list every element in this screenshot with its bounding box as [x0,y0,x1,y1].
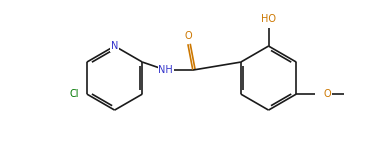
Text: NH: NH [158,65,173,75]
Text: O: O [184,31,192,41]
Text: O: O [323,89,331,99]
Text: HO: HO [261,14,276,24]
Text: Cl: Cl [69,89,79,99]
Text: N: N [111,41,118,51]
